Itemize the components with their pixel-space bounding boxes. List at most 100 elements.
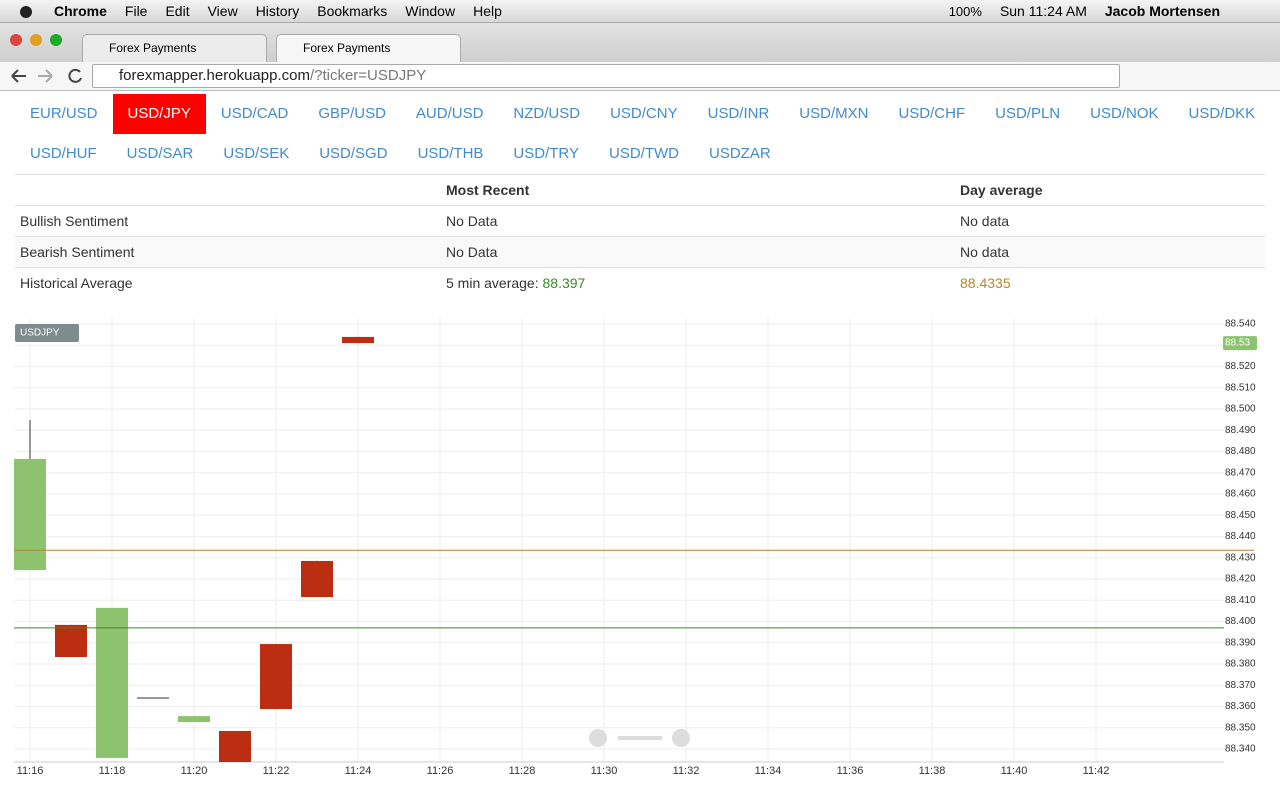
address-bar[interactable]: forexmapper.herokuapp.com/?ticker=USDJPY [92,64,1120,88]
y-tick-label: 88.500 [1225,404,1256,415]
table-row: Historical Average 5 min average: 88.397 8… [15,267,1265,298]
y-tick-label: 88.420 [1225,574,1256,585]
y-tick-label: 88.380 [1225,659,1256,670]
ticker-link[interactable]: EUR/USD [30,105,98,122]
cell: No data [955,205,1265,237]
zoom-slider [618,736,662,740]
ticker-link[interactable]: USD/CAD [220,105,289,122]
app-name[interactable]: Chrome [54,3,107,19]
x-tick-label: 11:18 [99,765,126,777]
y-tick-label: 88.450 [1225,510,1256,521]
x-tick-label: 11:16 [17,765,44,777]
ticker-link[interactable]: USD/SAR [126,145,194,162]
candle-body [14,458,46,571]
ticker-link[interactable]: USD/CNY [610,105,678,122]
candle-body [55,624,87,658]
ticker-link[interactable]: USD/THB [417,145,484,162]
x-tick-label: 11:20 [181,765,208,777]
menu-item[interactable]: View [207,3,238,19]
cell: 5 min average: 88.397 [441,267,955,298]
zoom-out[interactable] [589,729,607,747]
tab[interactable]: Forex Payments [276,34,461,62]
candle-body [96,607,128,758]
x-tick-label: 11:40 [1001,765,1028,777]
y-tick-label: 88.520 [1225,361,1256,372]
candle-body [178,716,210,723]
ticker-link[interactable]: USD/INR [707,105,770,122]
ticker-link[interactable]: NZD/USD [513,105,581,122]
x-tick-label: 11:32 [673,765,700,777]
ticker-link[interactable]: GBP/USD [318,105,386,122]
menu-item[interactable]: Bookmarks [317,3,388,19]
apple-logo[interactable] [18,3,34,19]
window-controls[interactable] [8,33,68,47]
battery[interactable]: 100% [948,3,982,19]
row-label: Historical Average [15,267,441,298]
last-price-badge [1223,336,1257,351]
zoom-in[interactable] [672,729,690,747]
header-cell: Day average [955,174,1265,206]
cell: No Data [441,205,955,237]
y-tick-label: 88.460 [1225,489,1256,500]
ticker-link[interactable]: USD/CHF [898,105,966,122]
candle-body [219,730,251,762]
sentiment-table: Most Recent Day average Bullish Sentiment N… [15,174,1265,298]
ticker-link[interactable]: AUD/USD [415,105,484,122]
ticker-link[interactable]: USD/TRY [513,145,579,162]
candle-body [137,697,169,699]
x-tick-label: 11:34 [755,765,782,777]
series-badge [15,324,79,342]
candle-body [342,336,374,344]
ticker-link[interactable]: USD/TWD [608,145,679,162]
y-tick-label: 88.440 [1225,531,1256,542]
y-tick-label: 88.360 [1225,701,1256,712]
ticker-link[interactable]: USDZAR [708,145,771,162]
ticker-link[interactable]: USD/DKK [1188,105,1256,122]
url-host: forexmapper.herokuapp.com [119,67,310,84]
cell: 88.4335 [955,267,1265,298]
y-tick-label: 88.370 [1225,680,1256,691]
menu-item[interactable]: History [255,3,300,19]
clock[interactable]: Sun 11:24 AM [999,3,1087,19]
row-label: Bearish Sentiment [15,236,441,268]
tab-bar: Forex Payments Forex Payments [0,23,1280,62]
avg-prefix: 5 min average: [446,275,539,291]
ticker-link[interactable]: USD/HUF [30,145,97,162]
y-tick-label: 88.540 [1225,319,1256,330]
last-price-label: 88.53 [1225,338,1250,349]
menu-item[interactable]: Help [473,3,502,19]
ticker-link[interactable]: USD/SGD [319,145,388,162]
x-tick-label: 11:38 [919,765,946,777]
candle-body [301,560,333,598]
y-tick-label: 88.510 [1225,382,1256,393]
avg-value: 88.397 [542,275,586,291]
y-tick-label: 88.390 [1225,637,1256,648]
y-tick-label: 88.410 [1225,595,1256,606]
table-row: Bullish Sentiment No Data No data [15,205,1265,237]
y-tick-label: 88.400 [1225,616,1256,627]
x-tick-label: 11:28 [509,765,536,777]
y-tick-label: 88.350 [1225,722,1256,733]
url-query: /?ticker=USDJPY [309,67,427,84]
ticker-link[interactable]: USD/PLN [995,105,1061,122]
ticker-link[interactable]: USD/SEK [223,145,290,162]
menu-item[interactable]: Edit [165,3,190,19]
cell: No data [955,236,1265,268]
ticker-link[interactable]: USD/NOK [1090,105,1159,122]
x-tick-label: 11:36 [837,765,864,777]
ticker-link[interactable]: USD/JPY [112,94,206,134]
x-tick-label: 11:22 [263,765,290,777]
ticker-link[interactable]: USD/MXN [799,105,869,122]
x-tick-label: 11:30 [591,765,618,777]
tab[interactable]: Forex Payments [82,34,267,62]
menu-item[interactable]: Window [405,3,456,19]
series-label: USDJPY [20,328,60,339]
x-tick-label: 11:42 [1083,765,1110,777]
menu-item[interactable]: File [124,3,148,19]
header-row: Most Recent Day average [15,174,1265,206]
nav-buttons[interactable] [6,66,86,86]
user[interactable]: Jacob Mortensen [1104,3,1220,19]
y-tick-label: 88.430 [1225,552,1256,563]
